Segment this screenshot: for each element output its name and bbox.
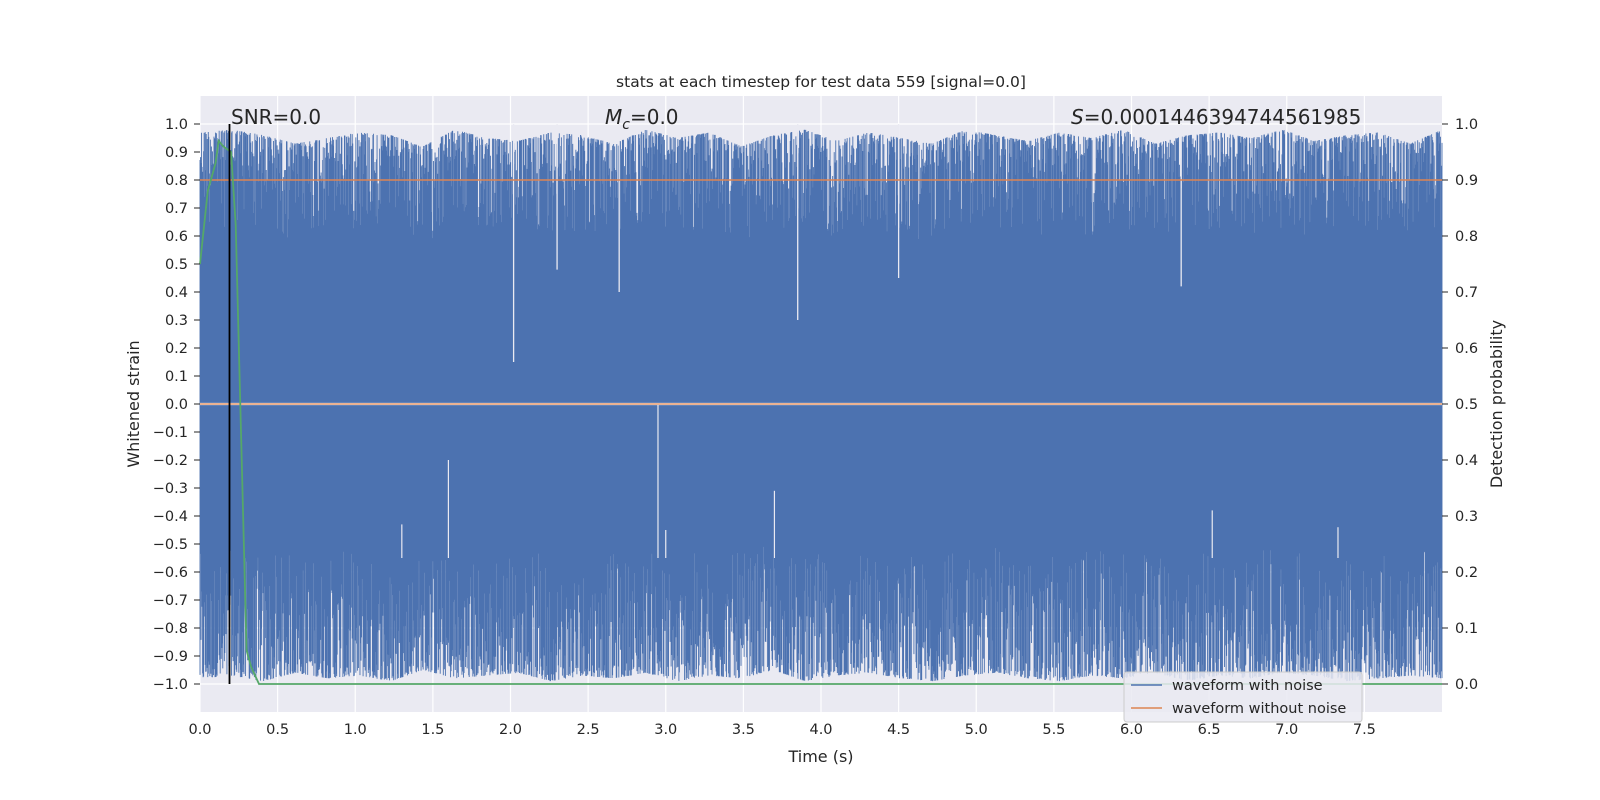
y-left-tick-label: −0.6 — [153, 565, 188, 581]
y-left-tick-label: −0.3 — [153, 481, 188, 497]
y-right-tick-label: 0.0 — [1455, 677, 1478, 693]
y-left-tick-label: −0.7 — [153, 593, 188, 609]
y-left-tick-label: 0.2 — [165, 341, 188, 357]
y-right-tick-label: 0.9 — [1455, 173, 1478, 189]
y-right-tick-label: 0.4 — [1455, 453, 1478, 469]
x-tick-label: 6.5 — [1198, 722, 1221, 738]
x-axis-ticks: 0.0 0.5 1.0 1.5 2.0 2.5 3.0 3.5 4.0 4.5 5.0 5.5 6.0 6… — [188, 722, 1375, 738]
y-left-tick-label: 0.4 — [165, 285, 188, 301]
y-left-tick-label: −0.2 — [153, 453, 188, 469]
x-tick-label: 2.5 — [577, 722, 600, 738]
x-tick-label: 5.0 — [965, 722, 988, 738]
legend-label-noise: waveform with noise — [1172, 678, 1323, 694]
x-tick-label: 1.0 — [344, 722, 367, 738]
legend-box — [1123, 671, 1363, 723]
y-left-axis-ticks: 1.0 0.9 0.8 0.7 0.6 0.5 0.4 0.3 0.2 0.1 0.0 −0.1 −0.… — [153, 117, 200, 693]
y-right-tick-label: 0.6 — [1455, 341, 1478, 357]
y-right-tick-label: 0.1 — [1455, 621, 1478, 637]
y-right-axis-ticks: 1.0 0.9 0.8 0.7 0.6 0.5 0.4 0.3 0.2 0.1 0.0 — [1442, 117, 1478, 693]
legend: waveform with noise waveform without noi… — [1123, 671, 1363, 723]
x-tick-label: 4.5 — [887, 722, 910, 738]
x-tick-label: 2.0 — [499, 722, 522, 738]
y-left-tick-label: 0.7 — [165, 201, 188, 217]
chirp-mass-annotation: Mc=0.0 — [605, 105, 679, 133]
x-tick-label: 0.0 — [188, 722, 211, 738]
y-left-tick-label: −0.8 — [153, 621, 188, 637]
y-left-tick-label: 0.1 — [165, 369, 188, 385]
y-right-tick-label: 1.0 — [1455, 117, 1478, 133]
x-tick-label: 7.5 — [1353, 722, 1376, 738]
overlay-lines — [199, 124, 1442, 685]
y-left-tick-label: 1.0 — [165, 117, 188, 133]
y-left-tick-label: 0.5 — [165, 257, 188, 273]
y-left-tick-label: 0.3 — [165, 313, 188, 329]
y-right-axis-label: Detection probability — [1487, 320, 1506, 488]
legend-label-clean: waveform without noise — [1172, 701, 1346, 717]
noise-trace — [199, 129, 1443, 682]
y-left-axis-label: Whitened strain — [124, 340, 143, 467]
chart-title: stats at each timestep for test data 559… — [616, 73, 1026, 91]
x-tick-label: 1.5 — [421, 722, 444, 738]
y-left-tick-label: −0.5 — [153, 537, 188, 553]
x-tick-label: 3.5 — [732, 722, 755, 738]
y-left-tick-label: −0.9 — [153, 649, 188, 665]
y-left-tick-label: 0.8 — [165, 173, 188, 189]
x-tick-label: 3.0 — [654, 722, 677, 738]
y-left-tick-label: −0.4 — [153, 509, 188, 525]
snr-annotation: SNR=0.0 — [231, 105, 321, 129]
series-detection-probability — [199, 138, 1442, 685]
y-left-tick-label: 0.6 — [165, 229, 188, 245]
y-right-tick-label: 0.2 — [1455, 565, 1478, 581]
x-axis-label: Time (s) — [787, 747, 853, 766]
series-waveform-with-noise — [199, 124, 1443, 682]
y-right-tick-label: 0.5 — [1455, 397, 1478, 413]
x-tick-label: 6.0 — [1120, 722, 1143, 738]
x-tick-label: 0.5 — [266, 722, 289, 738]
y-right-tick-label: 0.3 — [1455, 509, 1478, 525]
y-left-tick-label: 0.9 — [165, 145, 188, 161]
y-left-tick-label: −1.0 — [153, 677, 188, 693]
x-tick-label: 5.5 — [1042, 722, 1065, 738]
x-tick-label: 4.0 — [809, 722, 832, 738]
y-right-tick-label: 0.7 — [1455, 285, 1478, 301]
plot-area — [199, 96, 1443, 712]
y-right-tick-label: 0.8 — [1455, 229, 1478, 245]
y-left-tick-label: −0.1 — [153, 425, 188, 441]
x-tick-label: 7.0 — [1275, 722, 1298, 738]
significance-annotation: S=0.0001446394744561985 — [1071, 105, 1361, 129]
y-left-tick-label: 0.0 — [165, 397, 188, 413]
